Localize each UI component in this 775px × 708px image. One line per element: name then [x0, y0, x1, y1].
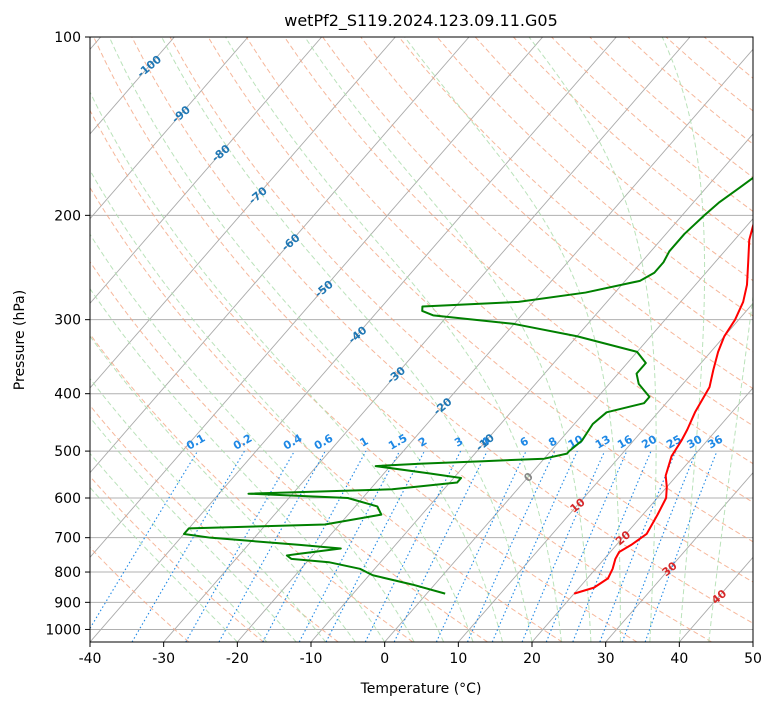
temperature-line	[573, 222, 753, 595]
x-tick-label: 40	[670, 651, 688, 667]
dry-adiabat-line	[90, 404, 339, 642]
moist-adiabat-line	[90, 486, 238, 642]
isotherm-line	[90, 37, 470, 474]
dry-adiabat-line	[90, 260, 488, 642]
moist-adiabat-line	[661, 37, 706, 642]
y-tick-label: 900	[54, 595, 81, 611]
y-tick-label: 1000	[45, 622, 81, 638]
mixing-ratio-line	[599, 450, 677, 642]
mixing-ratio-line	[364, 450, 462, 642]
moist-adiabat-line	[90, 90, 474, 642]
x-tick-label: 30	[597, 651, 615, 667]
dry-adiabat-line	[169, 37, 753, 583]
y-tick-label: 600	[54, 491, 81, 507]
isotherm-line	[90, 37, 544, 559]
dry-adiabat-line	[322, 37, 753, 427]
moist-adiabat-line	[90, 287, 386, 642]
isotherm-line	[236, 48, 753, 642]
mixing-ratio-line	[521, 450, 606, 642]
isotherm-line	[90, 37, 323, 304]
chart-title: wetPf2_S119.2024.123.09.11.G05	[284, 11, 558, 31]
x-tick-label: -30	[152, 651, 175, 667]
dry-adiabat-line	[90, 475, 264, 642]
x-tick-label: -20	[226, 651, 249, 667]
mixing-ratio-line	[621, 450, 697, 642]
x-tick-label: 0	[380, 651, 389, 667]
isotherm-line	[90, 37, 396, 389]
moist-adiabat-line	[304, 37, 592, 642]
mixing-ratio-line	[262, 450, 367, 642]
dry-adiabat-line	[90, 186, 563, 642]
dry-adiabat-line	[436, 37, 753, 317]
x-axis-title: Temperature (°C)	[360, 681, 482, 697]
moist-adiabat-line	[708, 292, 753, 642]
dry-adiabat-line	[360, 37, 753, 390]
background-lines	[90, 37, 753, 642]
moist-adiabat-line	[528, 37, 657, 642]
isotherm-line	[90, 37, 617, 642]
y-tick-label: 400	[54, 387, 81, 403]
plot-frame	[89, 36, 754, 643]
y-tick-label: 300	[54, 313, 81, 329]
mixing-ratio-line	[545, 450, 628, 642]
gridlines	[90, 37, 753, 642]
moist-adiabat-line	[225, 37, 562, 642]
x-tick-label: 50	[744, 651, 762, 667]
y-tick-label: 700	[54, 531, 81, 547]
moist-adiabat-line	[90, 169, 445, 642]
sounding-series	[182, 176, 753, 595]
y-axis-ticks: 100 200 300 400 500 600 700 800 900 1000	[45, 30, 90, 638]
y-tick-label: 200	[54, 208, 81, 224]
dry-adiabat-line	[131, 37, 753, 624]
dry-adiabat-line	[90, 333, 414, 642]
moist-adiabat-line	[161, 37, 533, 642]
mixing-ratio-line	[90, 450, 199, 630]
moist-adiabat-line	[90, 416, 297, 642]
moist-adiabat-line	[90, 452, 268, 642]
mixing-ratio-line	[572, 450, 652, 642]
x-tick-label: -40	[79, 651, 102, 667]
mixing-ratio-line	[218, 450, 326, 642]
x-tick-label: 10	[449, 651, 467, 667]
isotherm-line	[384, 217, 753, 642]
y-axis-title: Pressure (hPa)	[12, 290, 28, 390]
mixing-ratio-line	[644, 450, 718, 642]
x-tick-label: -10	[300, 651, 323, 667]
isotherm-line	[531, 387, 753, 642]
y-tick-label: 800	[54, 565, 81, 581]
mixing-ratio-line	[491, 450, 578, 642]
x-axis-ticks: -40 -30 -20 -10 0 10 20 30 40 50	[79, 642, 762, 667]
isotherm-line	[605, 471, 753, 642]
dry-adiabat-line	[245, 37, 753, 503]
x-tick-label: 20	[523, 651, 541, 667]
isotherm-line	[90, 37, 249, 220]
moist-adiabat-line	[108, 37, 504, 642]
moist-adiabat-line	[404, 37, 621, 642]
isotherm-line	[457, 302, 753, 642]
y-tick-label: 500	[54, 444, 81, 460]
moist-adiabat-line	[90, 377, 327, 642]
dry-adiabat-line	[93, 37, 712, 642]
dewpoint-line	[182, 176, 753, 595]
y-tick-label: 100	[54, 30, 81, 46]
moist-adiabat-line	[90, 233, 415, 642]
